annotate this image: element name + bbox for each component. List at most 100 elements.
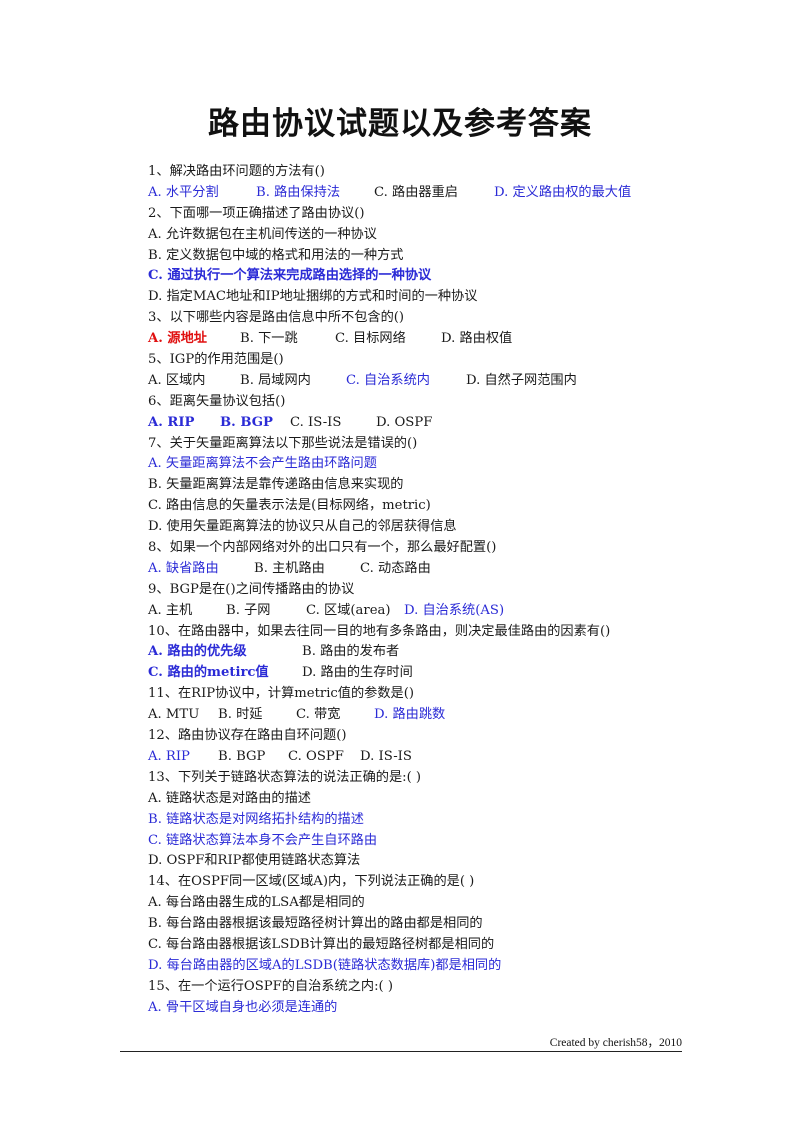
option-text: B. 下一跳 — [240, 331, 298, 347]
line-text: A. 矢量距离算法不会产生路由环路问题 — [148, 456, 377, 472]
line-text: 8、如果一个内部网络对外的出口只有一个，那么最好配置() — [148, 540, 497, 556]
text-line: 11、在RIP协议中，计算metric值的参数是() — [148, 684, 708, 705]
line-text: 3、以下哪些内容是路由信息中所不包含的() — [148, 310, 405, 326]
option-text: A. 源地址 — [148, 331, 207, 347]
option-text: A. MTU — [148, 707, 200, 723]
text-line: D. 每台路由器的区域A的LSDB(链路状态数据库)都是相同的 — [148, 956, 708, 977]
text-line: 13、下列关于链路状态算法的说法正确的是:( ) — [148, 768, 708, 789]
text-line: 1、解决路由环问题的方法有() — [148, 162, 708, 183]
question-list: 1、解决路由环问题的方法有() A. 水平分割 B. 路由保持法 C. 路由器重启 D.… — [148, 162, 708, 1019]
option-text: B. 路由的发布者 — [302, 644, 400, 660]
text-line: C. 链路状态算法本身不会产生自环路由 — [148, 831, 708, 852]
option-text: B. 时延 — [218, 707, 263, 723]
text-line: A. 链路状态是对路由的描述 — [148, 789, 708, 810]
text-line: C. 路由信息的矢量表示法是(目标网络，metric) — [148, 496, 708, 517]
line-text: A. 允许数据包在主机间传送的一种协议 — [148, 226, 377, 242]
text-line: D. OSPF和RIP都使用链路状态算法 — [148, 851, 708, 872]
text-line: C. 路由的metirc值 D. 路由的生存时间 — [148, 663, 708, 684]
text-line: A. 矢量距离算法不会产生路由环路问题 — [148, 454, 708, 475]
option-text: B. BGP — [220, 414, 273, 430]
text-line: B. 矢量距离算法是靠传递路由信息来实现的 — [148, 475, 708, 496]
option-text: C. 路由的metirc值 — [148, 665, 269, 681]
line-text: A. 每台路由器生成的LSA都是相同的 — [148, 895, 365, 911]
option-text: C. 自治系统内 — [346, 372, 430, 388]
line-text: 15、在一个运行OSPF的自治系统之内:( ) — [148, 978, 394, 994]
line-text: D. 指定MAC地址和IP地址捆绑的方式和时间的一种协议 — [148, 289, 478, 305]
line-text: 13、下列关于链路状态算法的说法正确的是:( ) — [148, 769, 422, 785]
line-text: A. 骨干区域自身也必须是连通的 — [148, 999, 338, 1015]
text-line: D. 指定MAC地址和IP地址捆绑的方式和时间的一种协议 — [148, 287, 708, 308]
text-line: A. RIP B. BGP C. OSPF D. IS-IS — [148, 747, 708, 768]
line-text: 7、关于矢量距离算法以下那些说法是错误的() — [148, 435, 418, 451]
text-line: C. 每台路由器根据该LSDB计算出的最短路径树都是相同的 — [148, 935, 708, 956]
text-line: B. 定义数据包中域的格式和用法的一种方式 — [148, 246, 708, 267]
text-line: 7、关于矢量距离算法以下那些说法是错误的() — [148, 434, 708, 455]
line-text: B. 链路状态是对网络拓扑结构的描述 — [148, 811, 364, 827]
line-text: B. 定义数据包中域的格式和用法的一种方式 — [148, 247, 404, 263]
option-text: C. 路由器重启 — [374, 184, 458, 200]
footer-credit: Created by cherish58，2010 — [549, 1037, 682, 1049]
text-line: 9、BGP是在()之间传播路由的协议 — [148, 580, 708, 601]
option-text: B. 主机路由 — [254, 560, 325, 576]
text-line: 14、在OSPF同一区域(区域A)内，下列说法正确的是( ) — [148, 872, 708, 893]
option-text: A. 水平分割 — [148, 184, 219, 200]
line-text: 12、路由协议存在路由自环问题() — [148, 728, 347, 744]
text-line: 3、以下哪些内容是路由信息中所不包含的() — [148, 308, 708, 329]
text-line: 5、IGP的作用范围是() — [148, 350, 708, 371]
text-line: A. 主机 B. 子网 C. 区域(area) D. 自治系统(AS) — [148, 601, 708, 622]
text-line: A. 水平分割 B. 路由保持法 C. 路由器重启 D. 定义路由权的最大值 — [148, 183, 708, 204]
option-text: D. 路由的生存时间 — [302, 665, 413, 681]
option-text: D. 路由跳数 — [374, 707, 446, 723]
option-text: C. 带宽 — [296, 707, 341, 723]
line-text: 10、在路由器中，如果去往同一目的地有多条路由，则决定最佳路由的因素有() — [148, 623, 611, 639]
text-line: A. 缺省路由 B. 主机路由 C. 动态路由 — [148, 559, 708, 580]
line-text: A. 链路状态是对路由的描述 — [148, 790, 311, 806]
option-text: C. OSPF — [288, 748, 344, 764]
line-text: D. OSPF和RIP都使用链路状态算法 — [148, 853, 361, 869]
line-text: C. 通过执行一个算法来完成路由选择的一种协议 — [148, 268, 432, 284]
line-text: 6、距离矢量协议包括() — [148, 393, 286, 409]
option-text: B. BGP — [218, 748, 266, 764]
option-text: A. 缺省路由 — [148, 560, 219, 576]
line-text: 1、解决路由环问题的方法有() — [148, 164, 325, 179]
line-text: D. 使用矢量距离算法的协议只从自己的邻居获得信息 — [148, 519, 457, 535]
text-line: A. 每台路由器生成的LSA都是相同的 — [148, 893, 708, 914]
text-line: A. 骨干区域自身也必须是连通的 — [148, 998, 708, 1019]
option-text: D. 路由权值 — [441, 331, 513, 347]
page-title: 路由协议试题以及参考答案 — [208, 106, 592, 142]
line-text: C. 链路状态算法本身不会产生自环路由 — [148, 832, 378, 848]
line-text: 2、下面哪一项正确描述了路由协议() — [148, 205, 365, 221]
option-text: C. 区域(area) — [306, 602, 391, 618]
option-text: A. 区域内 — [148, 372, 206, 388]
text-line: A. RIP B. BGP C. IS-IS D. OSPF — [148, 413, 708, 434]
line-text: D. 每台路由器的区域A的LSDB(链路状态数据库)都是相同的 — [148, 957, 502, 973]
option-text: B. 子网 — [226, 602, 271, 618]
text-line: A. 区域内 B. 局域网内 C. 自治系统内 D. 自然子网范围内 — [148, 371, 708, 392]
text-line: 8、如果一个内部网络对外的出口只有一个，那么最好配置() — [148, 538, 708, 559]
line-text: B. 每台路由器根据该最短路径树计算出的路由都是相同的 — [148, 916, 483, 932]
footer-divider — [120, 1051, 682, 1052]
option-text: C. 动态路由 — [360, 560, 431, 576]
option-text: C. IS-IS — [290, 414, 342, 430]
option-text: A. RIP — [148, 414, 195, 430]
option-text: B. 路由保持法 — [256, 184, 341, 200]
text-line: 10、在路由器中，如果去往同一目的地有多条路由，则决定最佳路由的因素有() — [148, 622, 708, 643]
text-line: 12、路由协议存在路由自环问题() — [148, 726, 708, 747]
option-text: D. 定义路由权的最大值 — [494, 184, 632, 200]
line-text: C. 路由信息的矢量表示法是(目标网络，metric) — [148, 498, 431, 514]
text-line: 15、在一个运行OSPF的自治系统之内:( ) — [148, 977, 708, 998]
text-line: A. MTU B. 时延 C. 带宽 D. 路由跳数 — [148, 705, 708, 726]
option-text: B. 局域网内 — [240, 372, 311, 388]
option-text: D. 自然子网范围内 — [466, 372, 577, 388]
text-line: C. 通过执行一个算法来完成路由选择的一种协议 — [148, 266, 708, 287]
option-text: A. 路由的优先级 — [148, 644, 247, 660]
text-line: A. 源地址 B. 下一跳 C. 目标网络 D. 路由权值 — [148, 329, 708, 350]
text-line: D. 使用矢量距离算法的协议只从自己的邻居获得信息 — [148, 517, 708, 538]
text-line: A. 允许数据包在主机间传送的一种协议 — [148, 225, 708, 246]
option-text: D. IS-IS — [360, 748, 412, 764]
option-text: C. 目标网络 — [335, 331, 406, 347]
option-text: A. RIP — [148, 748, 190, 764]
line-text: B. 矢量距离算法是靠传递路由信息来实现的 — [148, 477, 404, 493]
text-line: 2、下面哪一项正确描述了路由协议() — [148, 204, 708, 225]
line-text: C. 每台路由器根据该LSDB计算出的最短路径树都是相同的 — [148, 936, 495, 952]
